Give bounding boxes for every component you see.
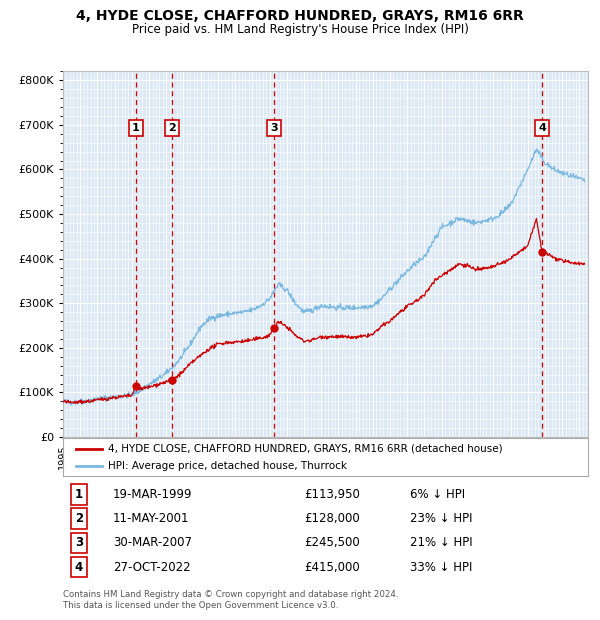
Text: 6% ↓ HPI: 6% ↓ HPI bbox=[409, 488, 464, 501]
Text: £113,950: £113,950 bbox=[305, 488, 361, 501]
Text: 1: 1 bbox=[74, 488, 83, 501]
Text: 19-MAR-1999: 19-MAR-1999 bbox=[113, 488, 193, 501]
Text: 2: 2 bbox=[169, 123, 176, 133]
Text: 23% ↓ HPI: 23% ↓ HPI bbox=[409, 512, 472, 525]
Text: 2: 2 bbox=[74, 512, 83, 525]
Text: 11-MAY-2001: 11-MAY-2001 bbox=[113, 512, 190, 525]
Text: £415,000: £415,000 bbox=[305, 560, 360, 574]
Text: 3: 3 bbox=[270, 123, 278, 133]
Text: 21% ↓ HPI: 21% ↓ HPI bbox=[409, 536, 472, 549]
Text: 4: 4 bbox=[538, 123, 546, 133]
Text: 27-OCT-2022: 27-OCT-2022 bbox=[113, 560, 191, 574]
Text: Price paid vs. HM Land Registry's House Price Index (HPI): Price paid vs. HM Land Registry's House … bbox=[131, 23, 469, 36]
Text: 4: 4 bbox=[74, 560, 83, 574]
Text: 30-MAR-2007: 30-MAR-2007 bbox=[113, 536, 192, 549]
Text: £128,000: £128,000 bbox=[305, 512, 360, 525]
Text: This data is licensed under the Open Government Licence v3.0.: This data is licensed under the Open Gov… bbox=[63, 601, 338, 611]
Text: 4, HYDE CLOSE, CHAFFORD HUNDRED, GRAYS, RM16 6RR: 4, HYDE CLOSE, CHAFFORD HUNDRED, GRAYS, … bbox=[76, 9, 524, 24]
Text: 1: 1 bbox=[132, 123, 140, 133]
Text: £245,500: £245,500 bbox=[305, 536, 360, 549]
Text: 3: 3 bbox=[74, 536, 83, 549]
Text: 4, HYDE CLOSE, CHAFFORD HUNDRED, GRAYS, RM16 6RR (detached house): 4, HYDE CLOSE, CHAFFORD HUNDRED, GRAYS, … bbox=[107, 444, 502, 454]
Text: Contains HM Land Registry data © Crown copyright and database right 2024.: Contains HM Land Registry data © Crown c… bbox=[63, 590, 398, 600]
Text: HPI: Average price, detached house, Thurrock: HPI: Average price, detached house, Thur… bbox=[107, 461, 347, 471]
Text: 33% ↓ HPI: 33% ↓ HPI bbox=[409, 560, 472, 574]
